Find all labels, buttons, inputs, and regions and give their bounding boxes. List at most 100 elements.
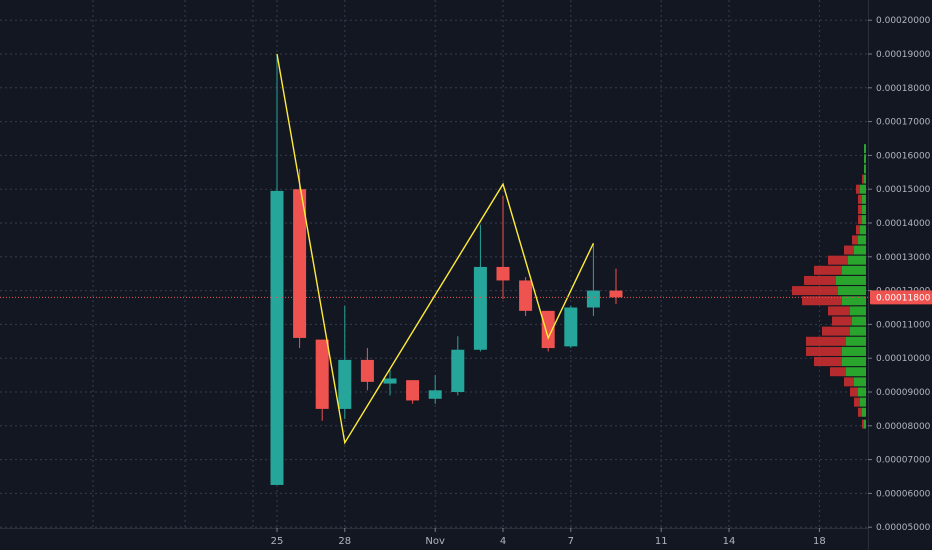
time-axis[interactable]: 25 28 Nov 4 7 11 14 18: [0, 528, 868, 547]
price-axis-label: 0.00014000: [876, 219, 931, 229]
profile-bar-down: [828, 306, 850, 316]
profile-bar-down: [850, 387, 858, 397]
zigzag-indicator: [276, 53, 595, 445]
profile-bar-down: [862, 419, 864, 429]
profile-bar-up: [842, 265, 866, 275]
profile-bar-up: [842, 357, 866, 367]
profile-bar-down: [858, 407, 862, 417]
candle-body[interactable]: [315, 339, 329, 409]
zigzag-line: [276, 53, 595, 445]
profile-bar-down: [856, 225, 860, 235]
price-axis-label: 0.00015000: [876, 185, 931, 195]
candle-body[interactable]: [383, 378, 397, 384]
time-axis-label: 14: [723, 536, 736, 547]
candle-body[interactable]: [564, 307, 578, 347]
candle-body[interactable]: [360, 359, 374, 382]
profile-bar-up: [862, 407, 866, 417]
profile-bar-up: [842, 346, 866, 356]
profile-bar-up: [850, 306, 866, 316]
profile-bar-down: [856, 184, 860, 194]
price-axis-label: 0.00006000: [876, 489, 931, 499]
profile-bar-up: [842, 296, 866, 306]
profile-bar-up: [848, 255, 866, 265]
price-axis-label: 0.00013000: [876, 253, 931, 263]
candle-body[interactable]: [451, 349, 465, 392]
candle-body[interactable]: [270, 190, 284, 485]
profile-bar-up: [864, 164, 866, 174]
price-axis-label: 0.00010000: [876, 354, 931, 364]
profile-bar-up: [852, 316, 866, 326]
profile-bar-up: [864, 154, 866, 164]
price-axis-label: 0.00008000: [876, 422, 931, 432]
profile-bar-down: [844, 377, 854, 387]
profile-bar-up: [854, 377, 866, 387]
profile-bar-up: [836, 275, 866, 285]
profile-bar-down: [830, 367, 846, 377]
profile-bar-up: [854, 245, 866, 255]
price-axis-label: 0.00005000: [876, 523, 931, 533]
profile-bar-up: [862, 194, 866, 204]
price-axis-label: 0.00011000: [876, 320, 931, 330]
price-axis-label: 0.00017000: [876, 118, 931, 128]
candle-body[interactable]: [293, 189, 307, 338]
profile-bar-down: [806, 346, 842, 356]
candles[interactable]: [270, 54, 623, 485]
profile-bar-up: [858, 387, 866, 397]
price-axis-label: 0.00016000: [876, 151, 931, 161]
profile-bar-up: [862, 215, 866, 225]
time-axis-label: 25: [271, 536, 284, 547]
last-price-label: 0.00011800: [876, 293, 931, 303]
profile-bar-down: [804, 275, 836, 285]
profile-bar-up: [864, 174, 866, 184]
price-axis-label: 0.00009000: [876, 388, 931, 398]
candle-body[interactable]: [519, 280, 533, 311]
profile-bar-down: [832, 316, 852, 326]
profile-bar-up: [846, 367, 866, 377]
profile-bar-up: [838, 286, 866, 296]
candle-body[interactable]: [609, 290, 623, 298]
candle-body[interactable]: [586, 290, 600, 308]
profile-bar-up: [846, 336, 866, 346]
profile-bar-down: [806, 336, 846, 346]
profile-bar-up: [862, 204, 866, 214]
profile-bar-down: [854, 397, 860, 407]
time-axis-label: 28: [338, 536, 351, 547]
profile-bar-down: [814, 357, 842, 367]
profile-bar-down: [844, 245, 854, 255]
price-axis-label: 0.00007000: [876, 456, 931, 466]
profile-bar-up: [860, 184, 866, 194]
profile-bar-down: [792, 286, 838, 296]
profile-bar-down: [828, 255, 848, 265]
profile-bar-up: [860, 397, 866, 407]
candle-body[interactable]: [338, 359, 352, 409]
time-axis-label: 4: [500, 536, 506, 547]
profile-bar-up: [860, 225, 866, 235]
price-axis-label: 0.00020000: [876, 16, 931, 26]
profile-bar-up: [850, 326, 866, 336]
time-axis-label: 7: [568, 536, 574, 547]
profile-bar-down: [814, 265, 842, 275]
profile-bar-up: [858, 235, 866, 245]
candle-body[interactable]: [428, 390, 442, 399]
profile-bar-down: [802, 296, 842, 306]
candle-body[interactable]: [473, 266, 487, 350]
profile-bar-down: [862, 174, 864, 184]
time-axis-label: 18: [813, 536, 826, 547]
candle-body[interactable]: [496, 266, 510, 281]
profile-bar-up: [864, 419, 866, 429]
volume-profile: [792, 144, 866, 429]
time-axis-label: Nov: [425, 536, 445, 547]
profile-bar-down: [858, 194, 862, 204]
price-axis-label: 0.00018000: [876, 84, 931, 94]
profile-bar-down: [822, 326, 850, 336]
candle-body[interactable]: [406, 380, 420, 401]
time-axis-label: 11: [655, 536, 668, 547]
price-axis[interactable]: 0.00020000 0.00019000 0.00018000 0.00017000…: [868, 0, 932, 550]
profile-bar-down: [858, 204, 862, 214]
price-axis-label: 0.00019000: [876, 50, 931, 60]
profile-bar-down: [858, 215, 862, 225]
candle-body[interactable]: [541, 310, 555, 349]
profile-bar-down: [852, 235, 858, 245]
